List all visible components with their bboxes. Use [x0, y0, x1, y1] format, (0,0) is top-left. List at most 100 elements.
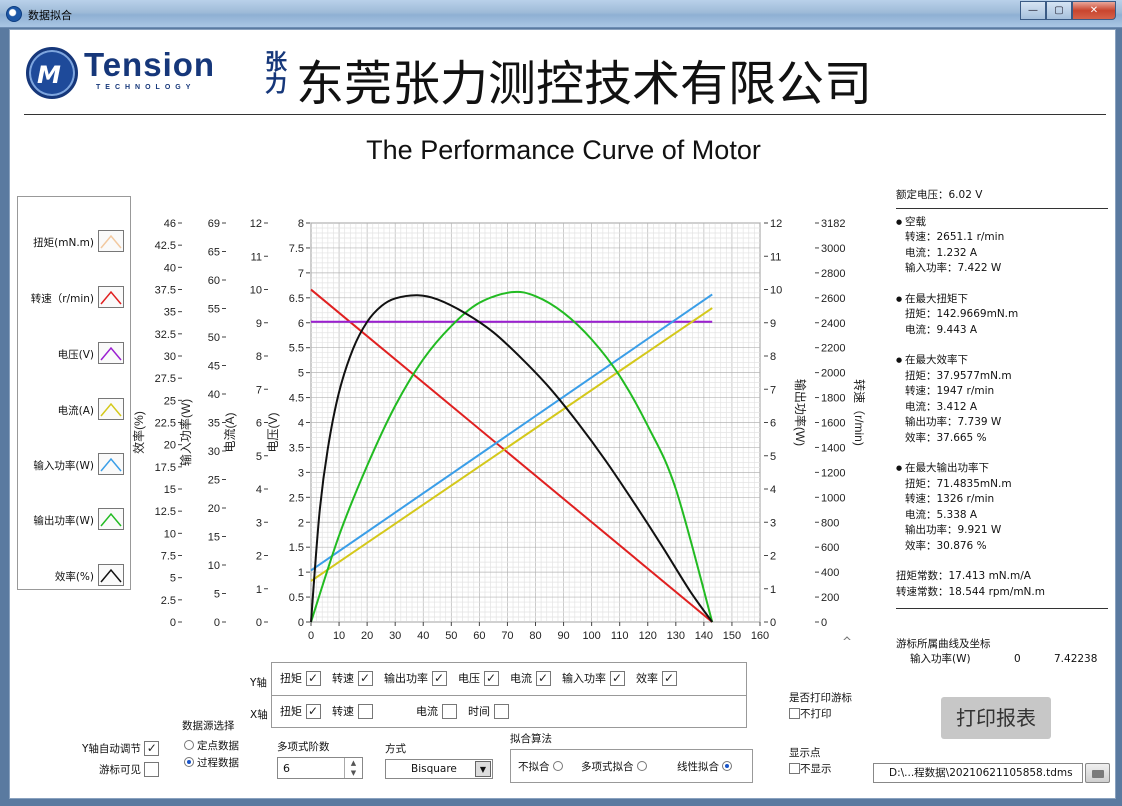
brand-name: Tension: [84, 46, 216, 83]
noload-title: 空载: [896, 215, 1108, 231]
legend-item[interactable]: 电压(V): [18, 342, 130, 366]
y-axis-label: 输入功率(W): [178, 399, 193, 466]
y-tick-label: 1800: [821, 393, 845, 405]
y-tick-label: 11: [251, 251, 262, 263]
y-tick-label: 0: [770, 617, 776, 629]
series-line: [310, 288, 713, 623]
x-axis-label: X轴: [250, 709, 268, 721]
file-path-field[interactable]: D:\...程数据\20210621105858.tdms: [873, 763, 1083, 783]
legend-swatch[interactable]: [98, 398, 124, 420]
x-tick-label: 100: [582, 630, 600, 640]
minimize-button[interactable]: —: [1020, 1, 1046, 20]
y-tick-label: 20: [164, 440, 176, 452]
y-tick-label: 55: [208, 304, 220, 316]
y-tick-label: 1200: [821, 467, 845, 479]
y-tick-label: 10: [164, 528, 176, 540]
x-item-speed[interactable]: 转速: [332, 703, 373, 719]
y-item-input-power[interactable]: 输入功率 ✓: [562, 670, 625, 686]
close-button[interactable]: ✕: [1072, 1, 1116, 20]
legend-item[interactable]: 电流(A): [18, 398, 130, 422]
y-tick-label: 30: [164, 351, 176, 363]
y-auto-adjust[interactable]: Y轴自动调节 ✓: [82, 740, 160, 757]
y-axis-label: Y轴: [250, 677, 267, 689]
x-tick-label: 50: [445, 630, 457, 640]
maxtorque-title: 在最大扭矩下: [896, 292, 1108, 308]
y-tick-label: 400: [821, 567, 839, 579]
cursor-move-icon[interactable]: [835, 636, 859, 640]
x-tick-label: 40: [417, 630, 429, 640]
y-tick-label: 4: [256, 484, 262, 496]
y-tick-label: 4: [298, 418, 304, 430]
source-process-radio[interactable]: 过程数据: [184, 755, 239, 770]
y-tick-label: 0: [821, 617, 827, 629]
legend-item[interactable]: 扭矩(mN.m): [18, 230, 130, 254]
y-item-voltage[interactable]: 电压 ✓: [458, 670, 499, 686]
fit-poly-radio[interactable]: 多项式拟合: [581, 759, 650, 774]
show-points-option[interactable]: 不显示: [789, 761, 832, 776]
x-item-current[interactable]: 电流: [416, 703, 457, 719]
legend-item[interactable]: 输出功率(W): [18, 508, 130, 532]
x-tick-label: 80: [529, 630, 541, 640]
y-tick-label: 3182: [821, 218, 845, 230]
x-item-torque[interactable]: 扭矩 ✓: [280, 703, 321, 719]
maximize-button[interactable]: ▢: [1046, 1, 1072, 20]
y-tick-label: 1400: [821, 442, 845, 454]
y-item-efficiency[interactable]: 效率 ✓: [636, 670, 677, 686]
y-tick-label: 7: [298, 268, 304, 280]
maxeff-speed: 转速：1947 r/min: [905, 385, 995, 397]
fit-none-radio[interactable]: 不拟合: [518, 759, 566, 774]
y-tick-label: 2400: [821, 318, 845, 330]
brand-chinese: 张力: [261, 50, 287, 94]
source-fixed-radio[interactable]: 定点数据: [184, 738, 239, 753]
legend-item[interactable]: 效率(%): [18, 564, 130, 588]
folder-icon[interactable]: [1085, 763, 1110, 783]
noload-input-power: 输入功率：7.422 W: [905, 262, 1002, 274]
y-tick-label: 7: [770, 384, 776, 396]
y-tick-label: 11: [770, 251, 781, 263]
print-report-button[interactable]: 打印报表: [941, 697, 1051, 739]
y-tick-label: 4: [770, 484, 776, 496]
legend-swatch[interactable]: [98, 453, 124, 475]
speed-constant: 转速常数：18.544 rpm/mN.m: [896, 585, 1045, 598]
legend-swatch[interactable]: [98, 286, 124, 308]
y-tick-label: 25: [208, 475, 220, 487]
legend-swatch[interactable]: [98, 230, 124, 252]
y-tick-label: 6: [770, 418, 776, 430]
y-item-speed[interactable]: 转速 ✓: [332, 670, 373, 686]
legend-swatch[interactable]: [98, 508, 124, 530]
y-item-torque[interactable]: 扭矩 ✓: [280, 670, 321, 686]
method-select[interactable]: Bisquare ▼: [385, 759, 493, 779]
maxeff-torque: 扭矩：37.9577mN.m: [905, 369, 1012, 382]
y-tick-label: 3.5: [289, 442, 304, 454]
results-panel: 额定电压：6.02 V 空载 转速：2651.1 r/min 电流：1.232 …: [896, 188, 1108, 615]
header-divider: [24, 114, 1106, 115]
y-tick-label: 2.5: [161, 595, 176, 607]
fit-linear-radio[interactable]: 线性拟合: [677, 759, 735, 774]
y-tick-label: 45: [208, 361, 220, 373]
y-tick-label: 10: [250, 285, 262, 297]
y-tick-label: 0: [170, 617, 176, 629]
chevron-down-icon[interactable]: ▼: [475, 761, 491, 777]
chart-title: The Performance Curve of Motor: [366, 135, 761, 165]
cursor-curve: 输入功率(W): [910, 653, 971, 665]
legend-swatch[interactable]: [98, 564, 124, 586]
y-item-current[interactable]: 电流 ✓: [510, 670, 551, 686]
legend-item[interactable]: 转速（r/min): [18, 286, 130, 310]
company-name: 东莞张力测控技术有限公司: [296, 56, 873, 112]
maxeff-efficiency: 效率：37.665 %: [905, 431, 987, 444]
y-axis-label: 转速（r/min): [852, 379, 867, 446]
poly-order-stepper[interactable]: ▲ ▼: [344, 758, 362, 778]
x-item-time[interactable]: 时间: [468, 703, 509, 719]
x-tick-label: 70: [501, 630, 513, 640]
performance-chart[interactable]: 0 10 20 30 40 50 60 70 80 90 100 110 120 130 140 150 160…: [10, 180, 1117, 640]
poly-order-input[interactable]: 6 ▲ ▼: [277, 757, 363, 779]
y-item-output-power[interactable]: 输出功率 ✓: [384, 670, 447, 686]
y-tick-label: 5.5: [289, 343, 304, 355]
y-tick-label: 2600: [821, 293, 845, 305]
x-tick-label: 160: [751, 630, 769, 640]
legend-swatch[interactable]: [98, 342, 124, 364]
cursor-visible[interactable]: 游标可见: [99, 761, 160, 778]
legend-item[interactable]: 输入功率(W): [18, 453, 130, 477]
print-cursor-option[interactable]: 不打印: [789, 706, 832, 721]
y-tick-label: 800: [821, 517, 839, 529]
